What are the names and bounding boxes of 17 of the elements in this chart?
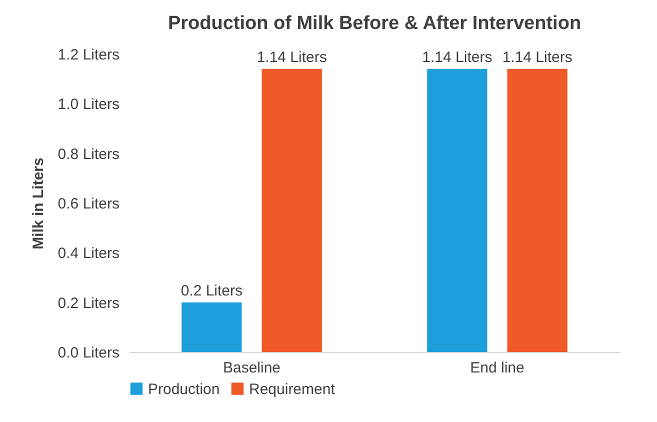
data-label: 1.14 Liters (502, 48, 572, 66)
x-tick-label: Baseline (222, 360, 281, 376)
data-label: 1.14 Liters (256, 48, 327, 66)
y-axis-title: Milk in Liters (30, 158, 47, 250)
legend-label: Requirement (249, 380, 336, 398)
legend-label: Production (148, 380, 220, 398)
y-tick-label: 1.2 Liters (58, 46, 120, 64)
y-tick-label: 0.0 Liters (58, 344, 120, 362)
y-tick-label: 0.2 Liters (58, 294, 120, 312)
y-tick-label: 0.8 Liters (58, 146, 120, 163)
y-tick-label: 0.4 Liters (58, 245, 120, 262)
y-tick-label: 1.0 Liters (58, 96, 120, 114)
x-tick-label: End line (470, 360, 524, 376)
data-label: 0.2 Liters (180, 282, 243, 300)
data-label: 1.14 Liters (422, 48, 492, 66)
chart-title: Production of Milk Before & After Intervention (168, 13, 582, 34)
y-tick-label: 0.6 Liters (58, 196, 120, 212)
